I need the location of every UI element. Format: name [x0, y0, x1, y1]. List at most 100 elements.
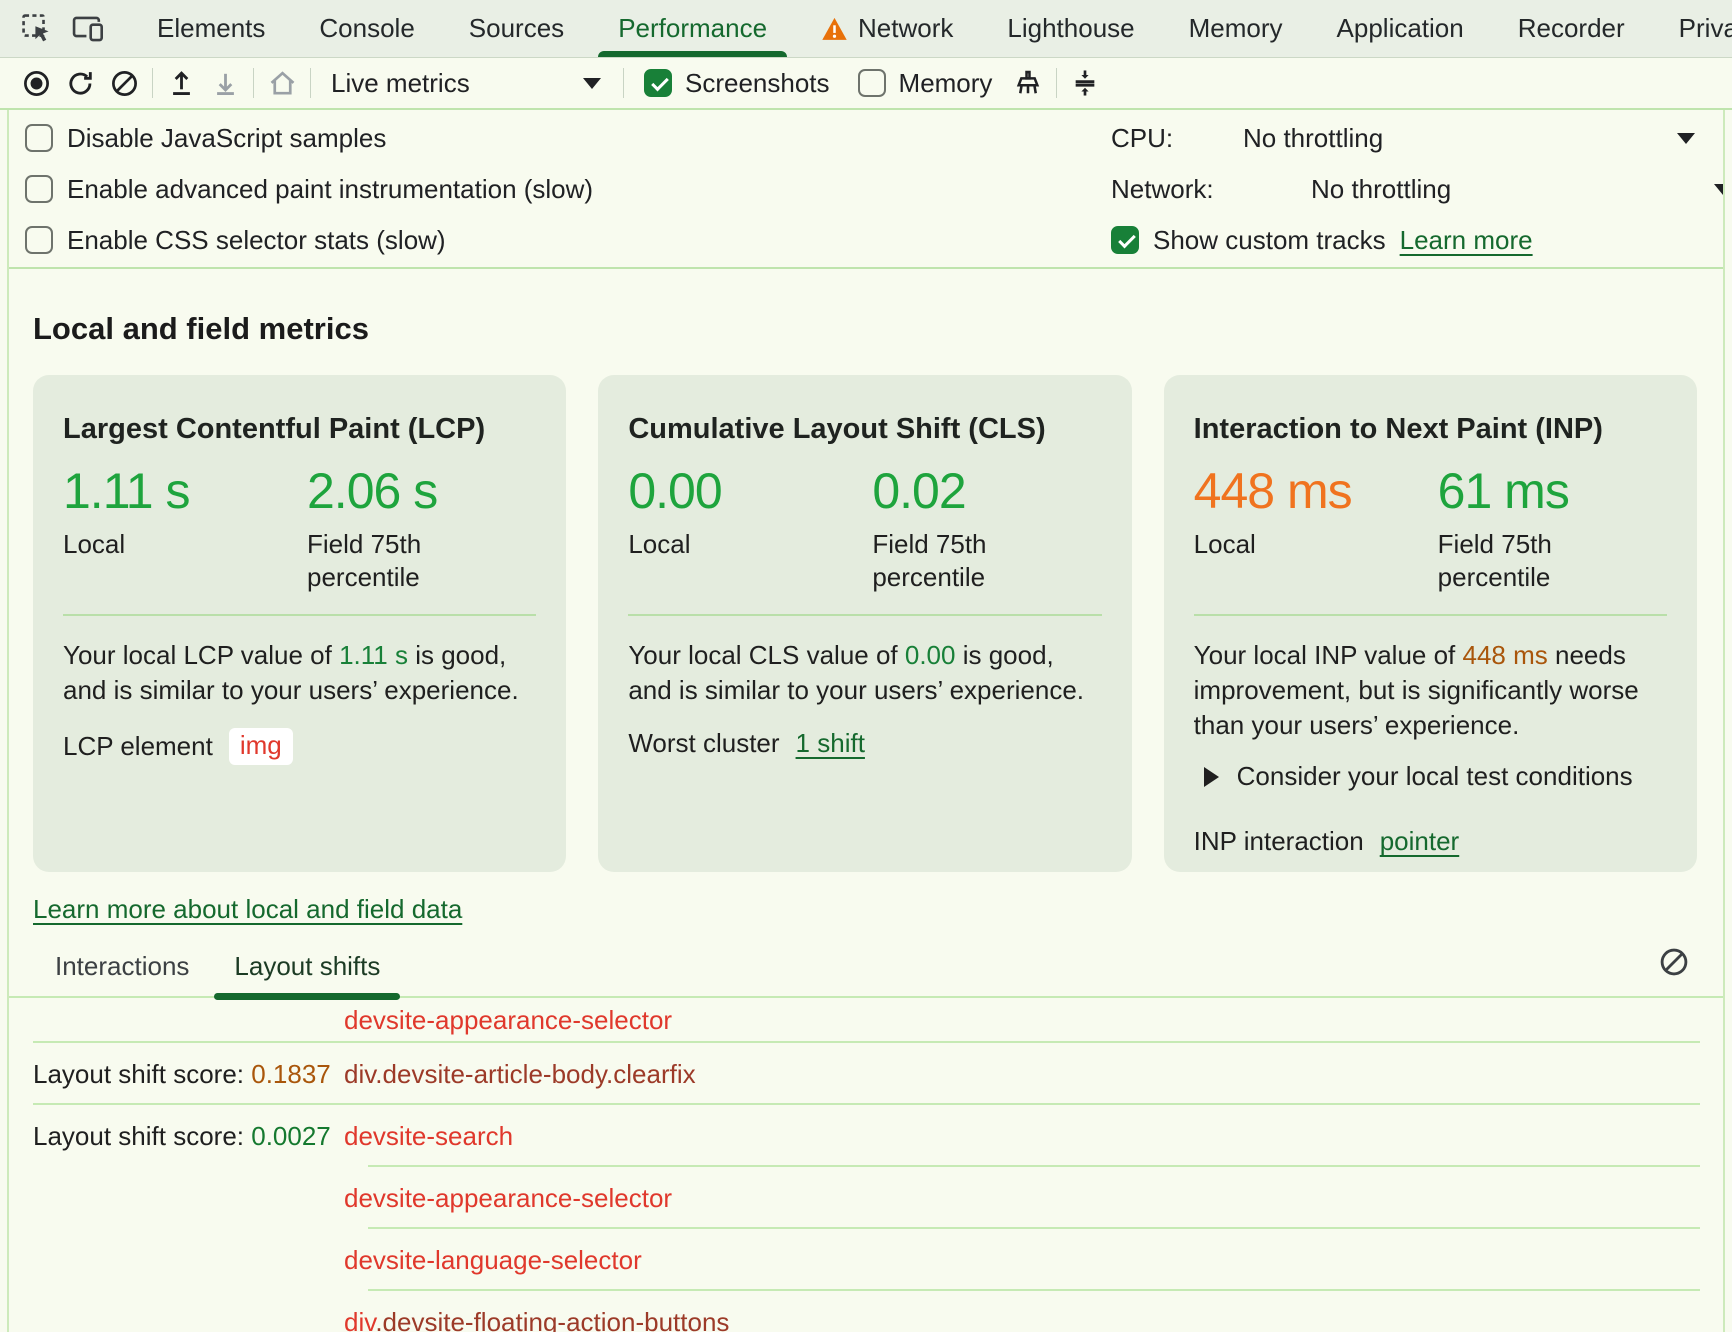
- cpu-label: CPU:: [1111, 122, 1174, 153]
- memory-checkbox-row[interactable]: Memory: [857, 68, 992, 99]
- shift-element-link[interactable]: div.devsite-article-body.clearfix: [344, 1058, 696, 1089]
- cpu-throttling-row: CPU: No throttling: [1111, 123, 1723, 153]
- garbage-collect-broom-icon[interactable]: [1006, 61, 1050, 105]
- cls-field-label: Field 75th percentile: [872, 529, 987, 592]
- custom-tracks-label: Show custom tracks: [1153, 224, 1386, 255]
- screenshots-checkbox-row[interactable]: Screenshots: [644, 68, 830, 99]
- tab-recorder[interactable]: Recorder: [1491, 0, 1652, 57]
- cls-description: Your local CLS value of 0.00 is good, an…: [628, 640, 1085, 705]
- layout-shift-row: div.devsite-floating-action-buttons: [9, 1291, 1723, 1332]
- screenshots-checkbox[interactable]: [644, 69, 672, 97]
- card-divider: [63, 614, 537, 616]
- load-profile-icon[interactable]: [159, 61, 203, 105]
- element-classes: .devsite-floating-action-buttons: [375, 1306, 730, 1332]
- cpu-throttling-select[interactable]: No throttling: [1243, 122, 1384, 153]
- lcp-element-link[interactable]: img: [228, 728, 293, 765]
- history-dropdown[interactable]: Live metrics: [317, 68, 617, 99]
- devtools-tabbar: Elements Console Sources Performance Net…: [0, 0, 1732, 58]
- inp-field: 61 ms Field 75th percentile: [1438, 462, 1667, 594]
- record-icon[interactable]: [14, 61, 58, 105]
- log-tabs: Interactions Layout shifts: [9, 948, 1723, 1000]
- shift-element-link[interactable]: devsite-language-selector: [344, 1244, 642, 1275]
- inp-local-value: 448 ms: [1193, 463, 1353, 519]
- tab-network[interactable]: Network: [794, 0, 980, 57]
- custom-tracks-learn-more-link[interactable]: Learn more: [1399, 224, 1533, 255]
- layout-shift-row: devsite-appearance-selector: [9, 1167, 1723, 1229]
- worst-cluster-link[interactable]: 1 shift: [795, 728, 865, 758]
- lcp-card: Largest Contentful Paint (LCP) 1.11 s Lo…: [33, 375, 567, 872]
- layout-shift-row: Layout shift score: 0.1837 div.devsite-a…: [9, 1043, 1723, 1105]
- score-cell: Layout shift score: 0.1837: [9, 1059, 344, 1090]
- tab-console[interactable]: Console: [292, 0, 441, 57]
- inp-card-title: Interaction to Next Paint (INP): [1193, 413, 1603, 445]
- reload-record-icon[interactable]: [58, 61, 102, 105]
- shift-element-link[interactable]: devsite-appearance-selector: [344, 1182, 673, 1213]
- advanced-paint-checkbox[interactable]: [25, 175, 53, 203]
- cls-local-label: Local: [628, 529, 691, 559]
- tab-elements[interactable]: Elements: [130, 0, 292, 57]
- toolbar-separator: [1056, 68, 1058, 98]
- home-icon[interactable]: [260, 61, 304, 105]
- score-value: 0.0027: [251, 1120, 331, 1151]
- learn-more-field-data-link[interactable]: Learn more about local and field data: [33, 894, 463, 924]
- inp-interaction-label: INP interaction: [1193, 826, 1364, 856]
- chevron-down-icon[interactable]: [1677, 132, 1695, 144]
- tab-label: Recorder: [1517, 13, 1625, 43]
- memory-checkbox[interactable]: [857, 69, 886, 97]
- clear-icon[interactable]: [102, 61, 146, 105]
- custom-tracks-checkbox[interactable]: [1111, 226, 1139, 254]
- css-selector-stats-row[interactable]: Enable CSS selector stats (slow): [25, 225, 1723, 255]
- inp-local: 448 ms Local: [1194, 462, 1438, 594]
- collapse-panel-icon[interactable]: [1063, 61, 1107, 105]
- tab-label: Performance: [618, 13, 768, 43]
- element-tag: div: [344, 1306, 376, 1332]
- lcp-element-row: LCP element img: [63, 728, 536, 765]
- cls-local-value: 0.00: [628, 463, 722, 519]
- tab-application[interactable]: Application: [1310, 0, 1491, 57]
- consider-conditions-expander[interactable]: Consider your local test conditions: [1194, 761, 1667, 792]
- toolbar-separator: [152, 68, 153, 98]
- cls-worst-cluster-row: Worst cluster 1 shift: [628, 728, 1101, 759]
- card-divider: [1193, 614, 1667, 616]
- inp-card: Interaction to Next Paint (INP) 448 ms L…: [1163, 375, 1697, 872]
- warning-icon: [821, 17, 848, 41]
- history-dropdown-value: Live metrics: [331, 67, 470, 98]
- save-profile-icon[interactable]: [203, 61, 247, 105]
- network-throttling-select[interactable]: No throttling: [1311, 173, 1452, 204]
- toolbar-separator: [253, 68, 254, 98]
- clear-log-icon[interactable]: [1657, 945, 1691, 979]
- layout-shift-row: devsite-language-selector: [9, 1229, 1723, 1291]
- tab-label: Privacy Sand: [1678, 13, 1732, 43]
- chevron-down-icon[interactable]: [1714, 183, 1723, 195]
- tab-interactions[interactable]: Interactions: [55, 951, 189, 996]
- css-selector-stats-checkbox[interactable]: [25, 226, 53, 254]
- inspect-element-icon[interactable]: [14, 7, 58, 51]
- tab-lighthouse[interactable]: Lighthouse: [980, 0, 1161, 57]
- card-divider: [628, 614, 1102, 616]
- layout-shift-row: devsite-appearance-selector: [9, 998, 1723, 1043]
- metric-cards: Largest Contentful Paint (LCP) 1.11 s Lo…: [33, 375, 1697, 872]
- tab-label: Network: [858, 13, 954, 43]
- tab-layout-shifts[interactable]: Layout shifts: [214, 951, 401, 1000]
- network-label: Network:: [1111, 173, 1214, 204]
- disable-js-samples-checkbox[interactable]: [25, 124, 53, 152]
- shift-element-link[interactable]: devsite-search: [344, 1120, 514, 1151]
- page-title: Local and field metrics: [33, 311, 369, 346]
- score-value: 0.1837: [251, 1058, 331, 1089]
- shift-element-link[interactable]: devsite-appearance-selector: [344, 1005, 673, 1035]
- css-selector-stats-label: Enable CSS selector stats (slow): [67, 224, 446, 255]
- cls-inline-value: 0.00: [904, 640, 956, 670]
- tab-label: Sources: [468, 13, 565, 43]
- network-throttling-row: Network: No throttling: [1111, 174, 1723, 204]
- inp-interaction-link[interactable]: pointer: [1379, 826, 1460, 856]
- advanced-paint-row[interactable]: Enable advanced paint instrumentation (s…: [25, 174, 1723, 204]
- tab-sources[interactable]: Sources: [442, 0, 591, 57]
- chevron-down-icon: [583, 77, 601, 89]
- shift-element-link[interactable]: div.devsite-floating-action-buttons: [344, 1307, 729, 1332]
- tab-performance[interactable]: Performance: [591, 0, 794, 57]
- tab-privacy-sandbox[interactable]: Privacy Sand: [1652, 0, 1732, 57]
- disable-js-samples-row[interactable]: Disable JavaScript samples: [25, 123, 1723, 153]
- tab-memory[interactable]: Memory: [1162, 0, 1310, 57]
- score-cell: Layout shift score: 0.0027: [9, 1121, 344, 1152]
- device-toolbar-icon[interactable]: [66, 7, 110, 51]
